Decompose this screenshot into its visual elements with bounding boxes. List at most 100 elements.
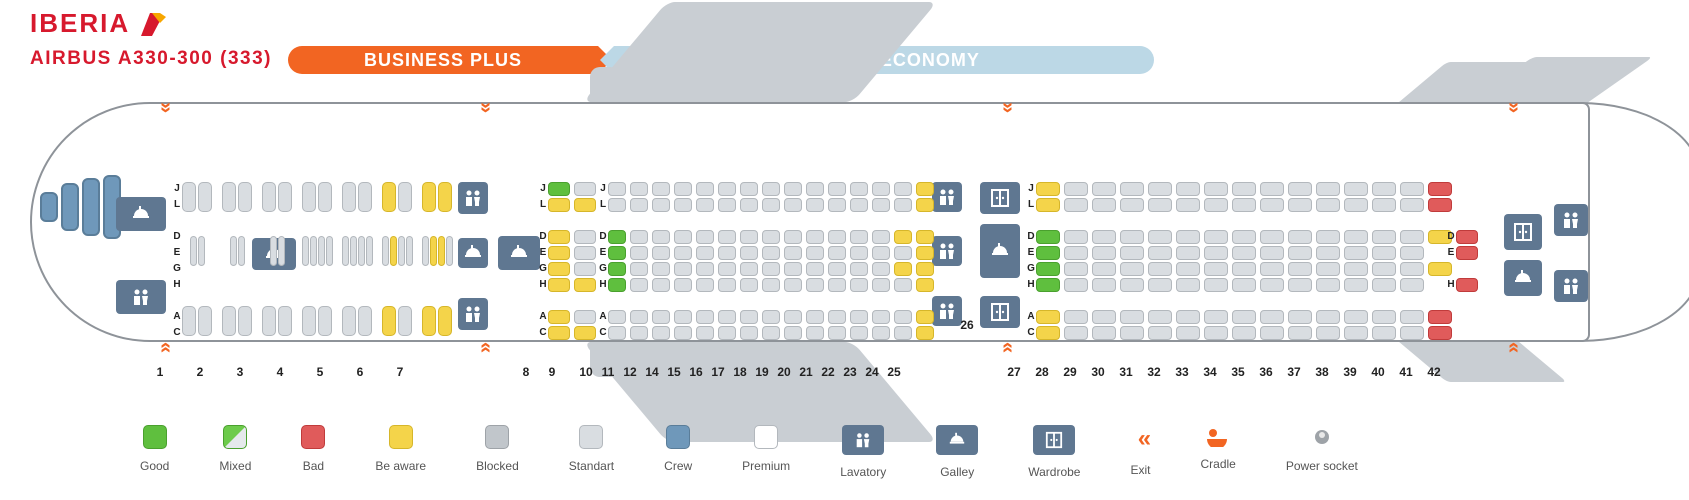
seat <box>740 230 758 244</box>
seat <box>630 262 648 276</box>
seat <box>872 230 890 244</box>
seat <box>1344 182 1368 196</box>
seat <box>1288 326 1312 340</box>
seat <box>1092 182 1116 196</box>
seat <box>548 326 570 340</box>
seat <box>1092 278 1116 292</box>
seat <box>1344 246 1368 260</box>
row-number: 6 <box>350 365 370 379</box>
seat <box>762 198 780 212</box>
seat <box>784 310 802 324</box>
seat <box>1204 262 1228 276</box>
seat <box>1400 326 1424 340</box>
row-number: 11 <box>598 365 618 379</box>
seat <box>574 246 596 260</box>
legend-label: Bad <box>303 459 324 473</box>
row-letter: H <box>1446 279 1456 290</box>
lavatory-icon <box>116 280 166 314</box>
seat <box>1372 246 1396 260</box>
seat <box>674 230 692 244</box>
exit-icon: » <box>484 92 487 115</box>
aircraft-model: AIRBUS A330-300 (333) <box>30 48 272 70</box>
row-number: 5 <box>310 365 330 379</box>
seat <box>302 306 316 336</box>
seat <box>608 326 626 340</box>
seat <box>1232 182 1256 196</box>
seat <box>652 198 670 212</box>
seat <box>548 198 570 212</box>
legend-blocked: Blocked <box>476 425 519 473</box>
seat <box>762 182 780 196</box>
brand-tail-icon <box>138 9 168 39</box>
seat <box>784 278 802 292</box>
seat <box>806 182 824 196</box>
seat <box>674 262 692 276</box>
seat <box>872 278 890 292</box>
row-letter: L <box>598 199 608 210</box>
seat <box>1372 326 1396 340</box>
seat <box>1372 198 1396 212</box>
legend-label: Galley <box>940 465 974 479</box>
seat <box>430 236 437 266</box>
seat <box>548 246 570 260</box>
seat-map: JLDEGHACJLDEGHACJLDEGHACJLDEGHACDEH <box>30 92 1640 352</box>
seat <box>1092 326 1116 340</box>
seat <box>1064 246 1088 260</box>
seat <box>894 262 912 276</box>
legend-label: Good <box>140 459 169 473</box>
exit-icon: » <box>1006 340 1009 363</box>
seat <box>1232 278 1256 292</box>
seat <box>438 182 452 212</box>
exit-icon: » <box>164 92 167 115</box>
seat <box>1344 262 1368 276</box>
seat <box>894 246 912 260</box>
seat <box>608 310 626 324</box>
cockpit-windows <box>40 192 121 239</box>
row-letter: C <box>1026 327 1036 338</box>
seat <box>1456 230 1478 244</box>
seat <box>828 310 846 324</box>
seat <box>222 182 236 212</box>
row-number: 24 <box>862 365 882 379</box>
seat <box>1036 262 1060 276</box>
seat <box>916 326 934 340</box>
seat <box>740 278 758 292</box>
seat <box>608 262 626 276</box>
seat <box>696 246 714 260</box>
seat <box>608 198 626 212</box>
seat <box>1232 326 1256 340</box>
business-class-ribbon: BUSINESS PLUS <box>288 46 598 74</box>
seat <box>1288 230 1312 244</box>
fuselage: JLDEGHACJLDEGHACJLDEGHACJLDEGHACDEH <box>30 102 1590 342</box>
galley-icon <box>1504 260 1542 296</box>
seat <box>1288 198 1312 212</box>
legend-label: Cradle <box>1200 457 1235 471</box>
row-number: 20 <box>774 365 794 379</box>
legend-power: Power socket <box>1286 425 1358 473</box>
seat <box>548 182 570 196</box>
seat <box>652 278 670 292</box>
seat <box>762 246 780 260</box>
seat <box>872 262 890 276</box>
seat <box>342 236 349 266</box>
seat <box>1148 326 1172 340</box>
row-number: 34 <box>1200 365 1220 379</box>
row-letter: H <box>598 279 608 290</box>
seat <box>1120 198 1144 212</box>
seat <box>262 182 276 212</box>
seat <box>696 326 714 340</box>
seat <box>1456 246 1478 260</box>
row-number: 33 <box>1172 365 1192 379</box>
row-letter: L <box>538 199 548 210</box>
lavatory-icon <box>1554 270 1588 302</box>
seat <box>1260 230 1284 244</box>
seat <box>1316 230 1340 244</box>
legend: GoodMixedBadBe awareBlockedStandartCrewP… <box>140 425 1358 479</box>
seat <box>406 236 413 266</box>
seat <box>1260 310 1284 324</box>
row-number: 40 <box>1368 365 1388 379</box>
seat <box>446 236 453 266</box>
seat <box>674 198 692 212</box>
seat <box>1372 230 1396 244</box>
seat <box>318 182 332 212</box>
